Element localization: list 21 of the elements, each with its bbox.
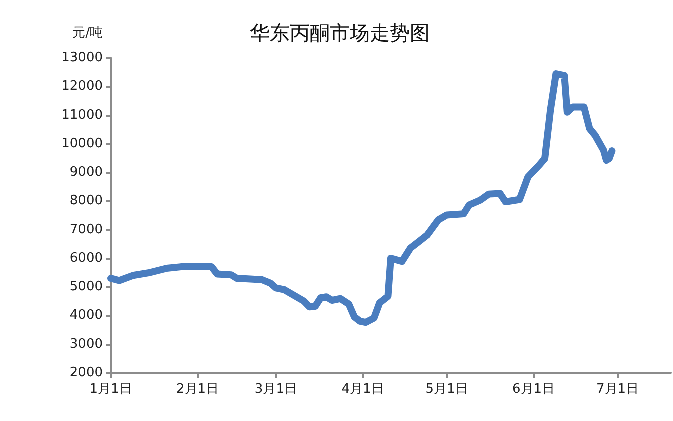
x-tick-label: 3月1日 bbox=[254, 382, 298, 397]
y-tick-label: 8000 bbox=[70, 194, 103, 209]
y-tick-label: 6000 bbox=[70, 250, 103, 266]
x-tick-label: 2月1日 bbox=[176, 382, 220, 397]
y-tick-label: 10000 bbox=[62, 136, 103, 152]
y-tick-label: 7000 bbox=[70, 222, 103, 238]
x-tick-label: 7月1日 bbox=[596, 382, 640, 397]
y-tick-label: 2000 bbox=[70, 366, 103, 380]
y-tick-label: 5000 bbox=[70, 280, 103, 295]
y-tick-label: 13000 bbox=[62, 50, 103, 66]
x-tick-label: 1月1日 bbox=[90, 382, 132, 397]
x-tick-label: 5月1日 bbox=[426, 382, 468, 397]
y-axis-title: 元/吨 bbox=[72, 26, 103, 41]
x-tick-label: 6月1日 bbox=[512, 382, 556, 397]
y-tick-label: 12000 bbox=[62, 79, 103, 94]
x-tick-label: 4月1日 bbox=[342, 382, 384, 397]
y-tick-label: 3000 bbox=[70, 336, 103, 352]
y-tick-label: 9000 bbox=[70, 165, 103, 180]
y-tick-label: 4000 bbox=[70, 308, 103, 324]
y-tick-label: 11000 bbox=[62, 108, 103, 123]
chart-title: 华东丙酮市场走势图 bbox=[250, 21, 430, 45]
